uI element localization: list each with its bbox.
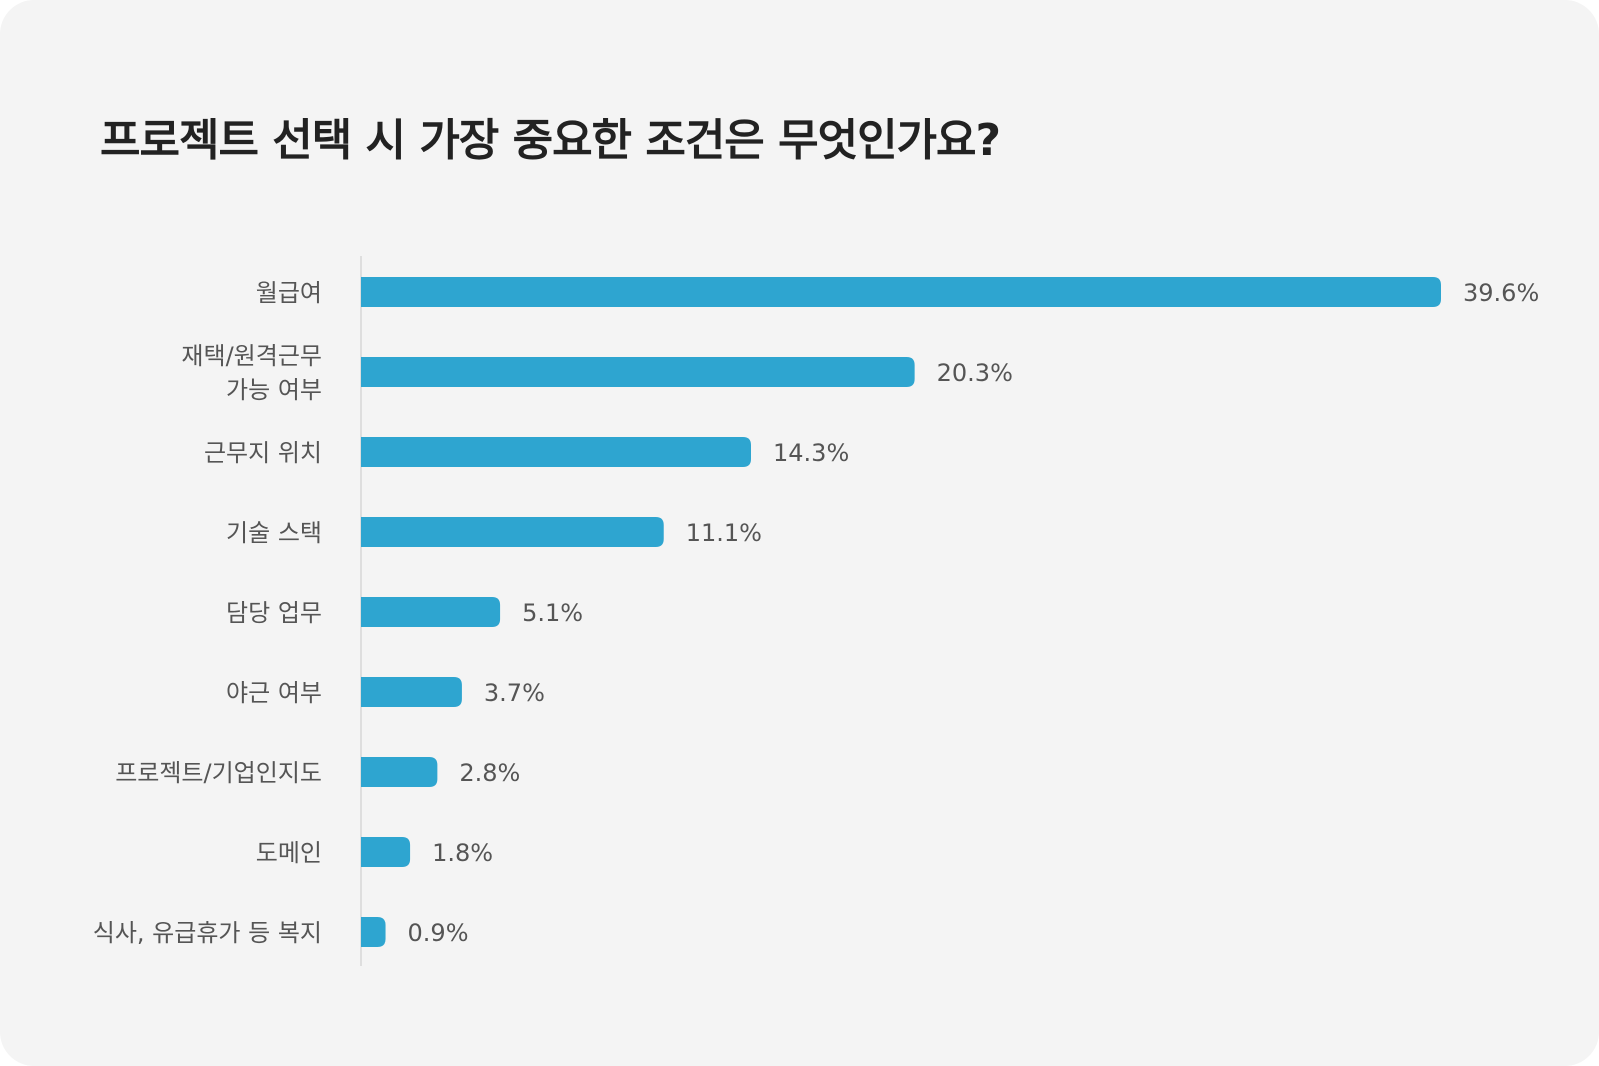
category-label-line: 근무지 위치: [204, 439, 322, 467]
category-label-9: 식사, 유급휴가 등 복지: [93, 919, 322, 947]
bar-3: [361, 437, 751, 467]
bar-8: [361, 837, 411, 867]
category-label-line: 프로젝트/기업인지도: [115, 759, 322, 787]
value-label-8: 1.8%: [432, 839, 493, 867]
value-label-5: 5.1%: [522, 599, 583, 627]
category-label-4: 기술 스택: [226, 519, 322, 547]
category-label-5: 담당 업무: [226, 599, 322, 627]
category-label-1: 월급여: [256, 279, 322, 307]
category-label-6: 야근 여부: [226, 679, 322, 707]
chart-title: 프로젝트 선택 시 가장 중요한 조건은 무엇인가요?: [100, 115, 1001, 166]
category-label-line: 가능 여부: [226, 376, 322, 404]
category-label-line: 야근 여부: [226, 679, 322, 707]
category-label-line: 월급여: [256, 279, 322, 307]
category-label-8: 도메인: [256, 839, 322, 867]
value-label-1: 39.6%: [1463, 279, 1539, 307]
value-label-3: 14.3%: [773, 439, 849, 467]
category-label-3: 근무지 위치: [204, 439, 322, 467]
value-label-4: 11.1%: [686, 519, 762, 547]
value-label-7: 2.8%: [459, 759, 520, 787]
bar-6: [361, 677, 462, 707]
value-label-9: 0.9%: [408, 919, 469, 947]
bar-4: [361, 517, 664, 547]
category-label-line: 식사, 유급휴가 등 복지: [93, 919, 322, 947]
category-label-line: 재택/원격근무: [181, 342, 322, 370]
bar-2: [361, 357, 915, 387]
category-label-line: 도메인: [256, 839, 322, 867]
category-label-7: 프로젝트/기업인지도: [115, 759, 322, 787]
value-label-2: 20.3%: [937, 359, 1013, 387]
bar-1: [361, 277, 1441, 307]
category-label-line: 기술 스택: [226, 519, 322, 547]
bar-7: [361, 757, 438, 787]
bar-5: [361, 597, 501, 627]
bar-9: [361, 917, 386, 947]
value-label-6: 3.7%: [484, 679, 545, 707]
category-label-line: 담당 업무: [226, 599, 322, 627]
